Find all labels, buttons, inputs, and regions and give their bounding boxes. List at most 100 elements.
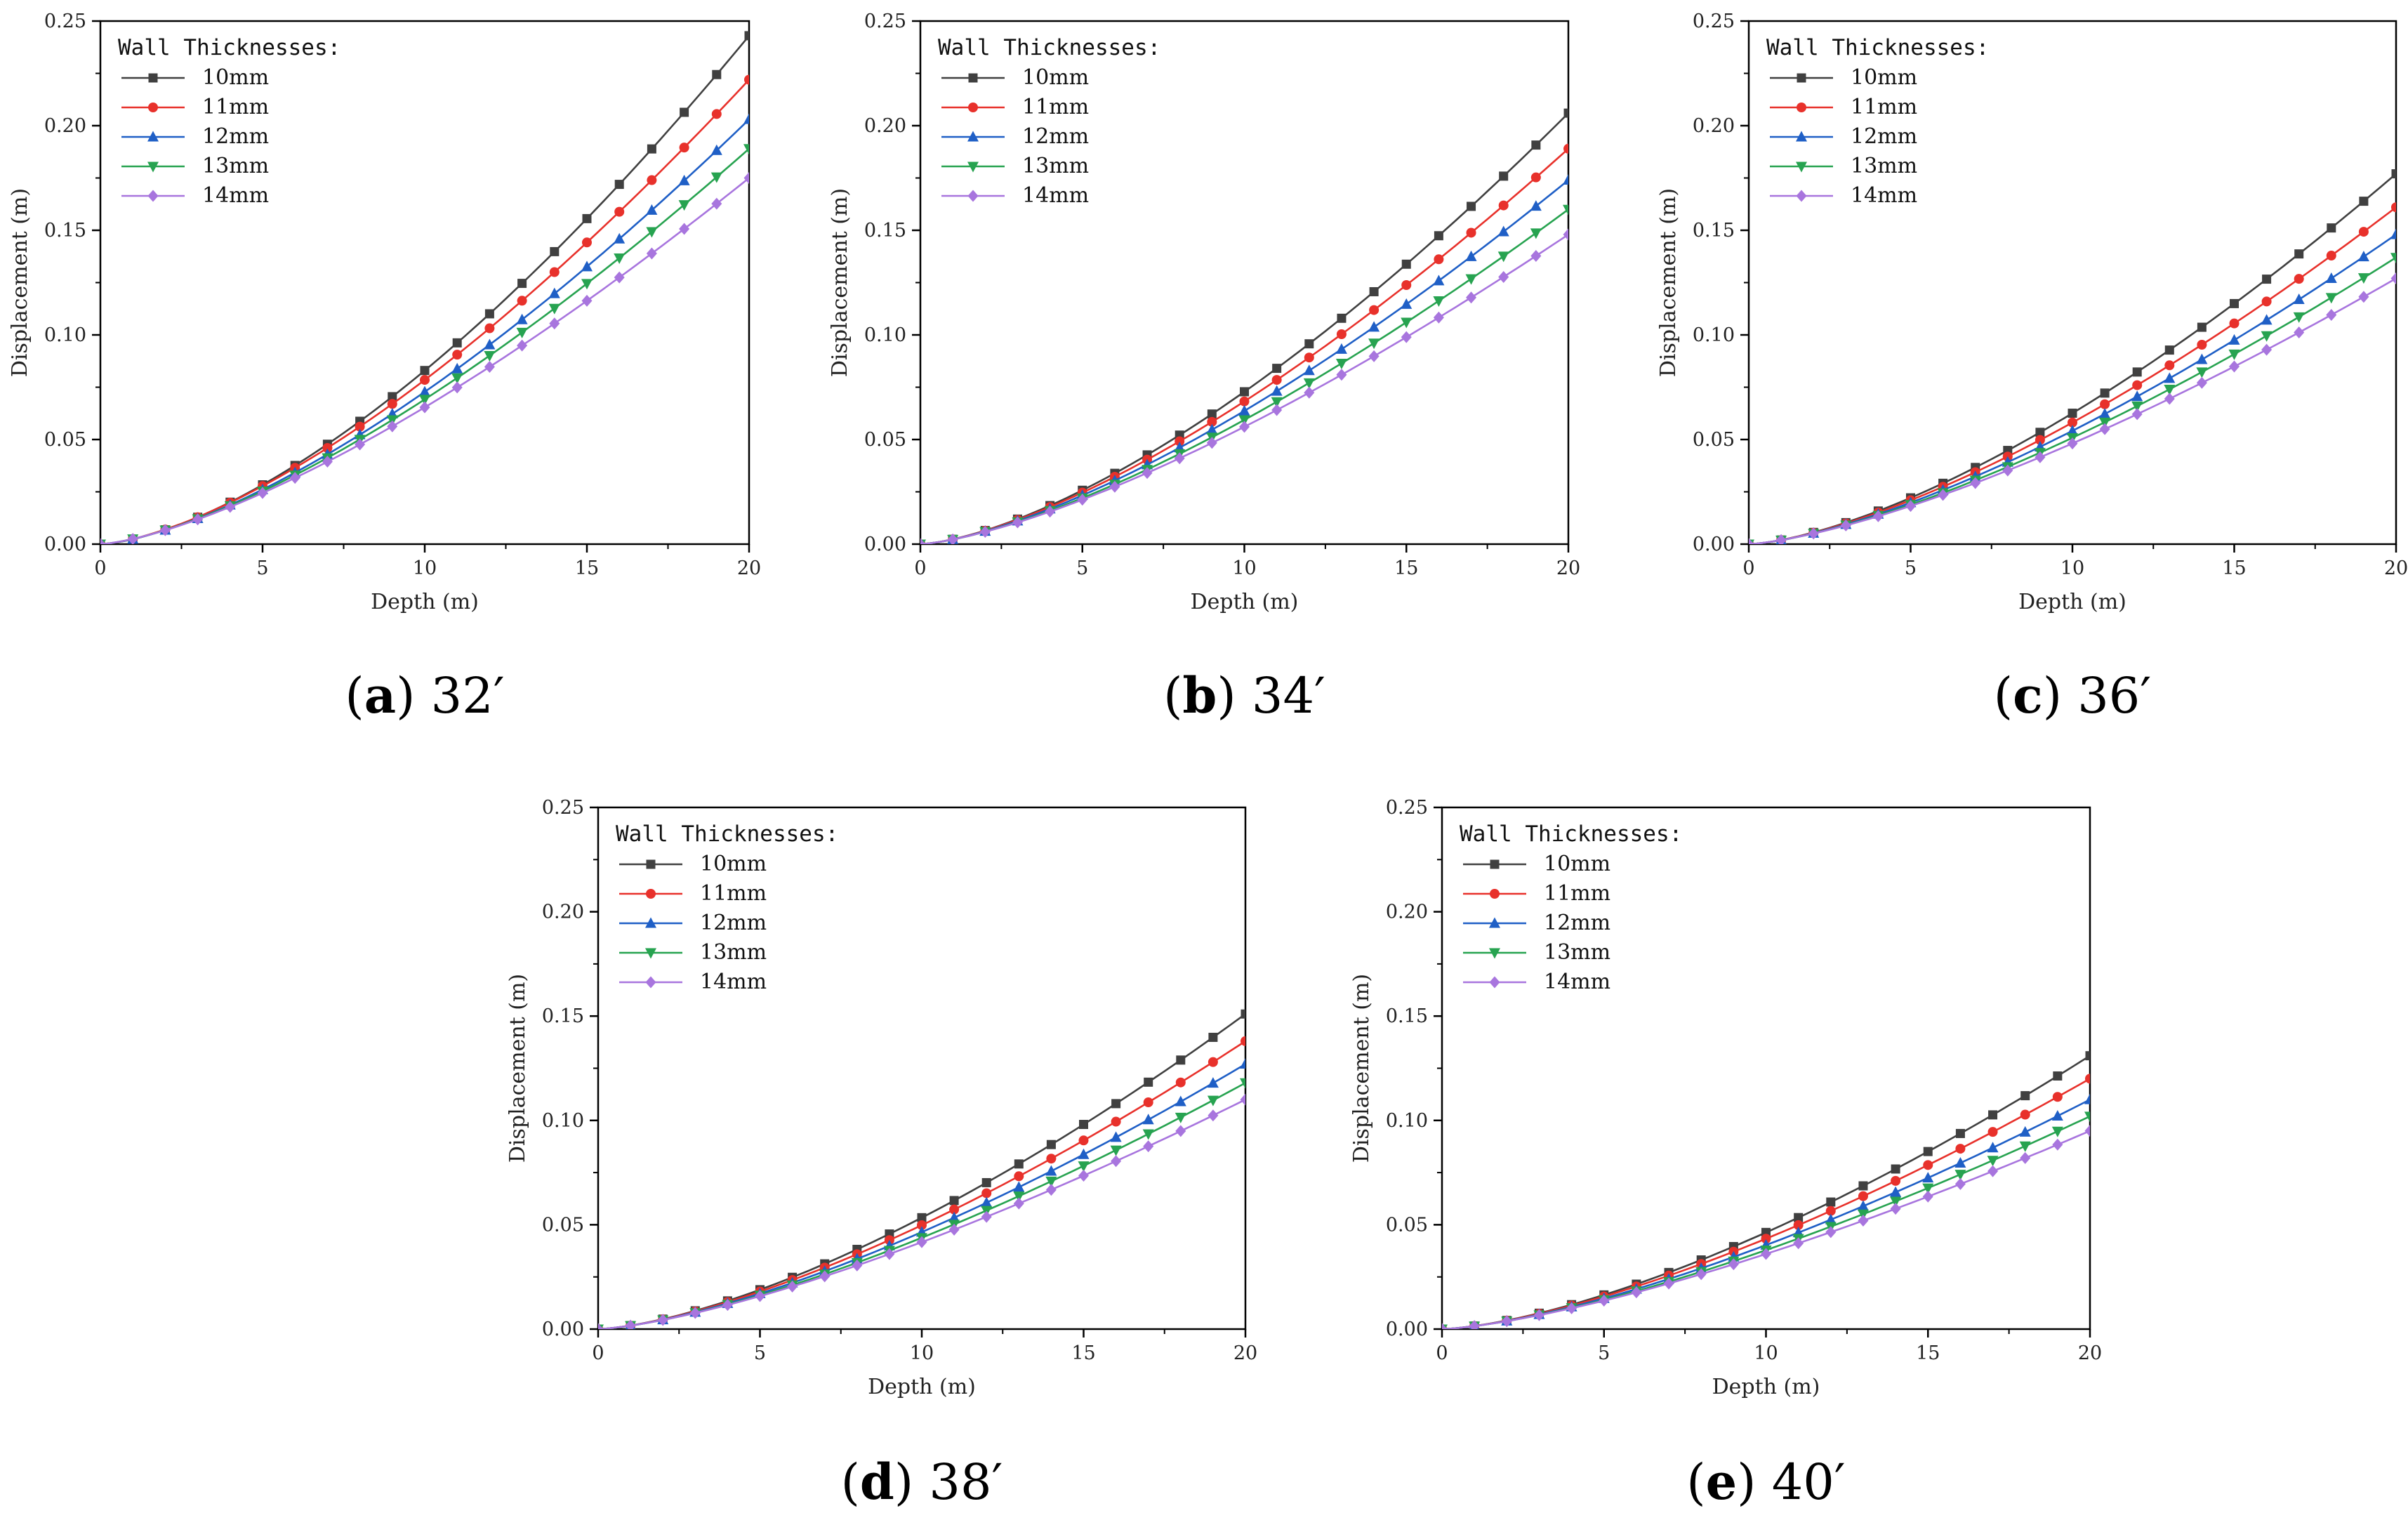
data-point	[1208, 1109, 1219, 1122]
data-point	[2326, 308, 2337, 321]
x-tick-label: 10	[1232, 557, 1256, 579]
x-tick-label: 0	[592, 1342, 604, 1364]
legend-marker-14mm	[1796, 190, 1807, 202]
data-point	[257, 487, 268, 499]
y-tick-label: 0.00	[864, 534, 906, 555]
x-tick-label: 20	[737, 557, 761, 579]
series-line-10mm	[920, 112, 1568, 544]
legend-marker-12mm	[967, 131, 979, 142]
y-tick-label: 0.20	[864, 115, 906, 137]
data-point	[614, 271, 625, 284]
data-point	[712, 70, 722, 79]
data-point	[1563, 204, 1568, 216]
x-tick-label: 10	[910, 1342, 934, 1364]
data-point	[1497, 225, 1509, 237]
data-point	[550, 246, 560, 256]
legend-label-12mm: 12mm	[1544, 911, 1610, 935]
data-point	[2164, 392, 2175, 405]
chart-panel-e: 0 5 10 15 20 0.00 0.05 0.10 0.15 0.20 0.25 Depth (m…	[1349, 797, 2102, 1511]
data-point	[1663, 1277, 1674, 1290]
data-point	[1825, 1213, 1837, 1224]
data-point	[1335, 343, 1347, 354]
x-tick-label: 5	[754, 1342, 766, 1364]
data-point	[581, 279, 593, 290]
data-point	[2100, 399, 2110, 409]
data-point	[516, 313, 528, 324]
x-tick-label: 15	[575, 557, 599, 579]
legend-label-13mm: 13mm	[202, 154, 269, 178]
panel-caption: (c) 36′	[1994, 666, 2151, 725]
data-point	[1239, 396, 1250, 407]
data-point	[2131, 408, 2143, 421]
data-point	[1303, 378, 1315, 389]
data-point	[1775, 534, 1787, 544]
data-point	[2325, 272, 2337, 283]
data-point	[1271, 385, 1283, 396]
data-point	[1433, 296, 1445, 307]
data-point	[646, 204, 658, 215]
data-point	[1498, 200, 1509, 211]
data-point	[1238, 415, 1250, 426]
data-point	[1176, 1055, 1186, 1065]
caption-letter: e	[1706, 1453, 1738, 1511]
y-axis-label: Displacement (m)	[1656, 188, 1681, 377]
caption-paren-close: )	[396, 667, 431, 725]
caption-angle: 38′	[929, 1453, 1003, 1511]
data-point	[387, 399, 397, 409]
data-point	[1840, 519, 1851, 531]
data-point	[1872, 510, 1884, 522]
data-point	[1271, 404, 1283, 416]
data-point	[1825, 1226, 1837, 1239]
data-point	[1858, 1181, 1868, 1191]
data-point	[1793, 1237, 1804, 1250]
data-point	[1175, 1112, 1186, 1123]
data-point	[2390, 228, 2396, 239]
data-point	[1208, 1057, 1218, 1067]
legend-marker-10mm	[968, 73, 978, 83]
x-tick-label: 0	[1742, 557, 1754, 579]
data-point	[1369, 286, 1379, 296]
legend-title: Wall Thicknesses:	[616, 821, 838, 847]
data-point	[1014, 1159, 1024, 1169]
data-point	[917, 1220, 927, 1230]
data-point	[1240, 387, 1249, 397]
y-tick-label: 0.20	[542, 902, 584, 923]
data-point	[916, 1236, 927, 1248]
data-point	[743, 113, 749, 124]
data-point	[1857, 1200, 1869, 1211]
data-point	[1954, 1156, 1966, 1168]
data-point	[192, 513, 204, 526]
data-point	[1045, 506, 1056, 518]
data-point	[2053, 1071, 2063, 1081]
data-point	[1368, 321, 1380, 332]
data-point	[1530, 250, 1542, 263]
data-point	[1954, 1170, 1966, 1181]
data-point	[2067, 425, 2078, 436]
data-point	[1891, 1164, 1900, 1174]
caption-paren-open: (	[841, 1453, 860, 1511]
chart-panel-c: 0 5 10 15 20 0.00 0.05 0.10 0.15 0.20 0.25 Depth (m…	[1656, 11, 2408, 725]
legend-label-13mm: 13mm	[1851, 154, 1917, 178]
legend: Wall Thicknesses: 10mm 11mm 12mm 13mm 14mm	[616, 821, 838, 994]
y-tick-label: 0.10	[1693, 324, 1735, 346]
series-line-10mm	[598, 1013, 1245, 1329]
x-tick-label: 10	[2060, 557, 2084, 579]
series-line-10mm	[1749, 173, 2396, 544]
caption-paren-close: )	[1737, 1453, 1772, 1511]
y-tick-label: 0.25	[864, 11, 906, 32]
data-point	[1890, 1186, 1902, 1197]
data-point	[420, 366, 430, 376]
data-point	[1110, 1131, 1122, 1142]
x-tick-label: 0	[1436, 1342, 1448, 1364]
legend-label-11mm: 11mm	[1544, 881, 1610, 906]
x-tick-label: 15	[1916, 1342, 1940, 1364]
y-tick-label: 0.00	[1693, 534, 1735, 555]
data-point	[1401, 259, 1411, 269]
legend-marker-14mm	[1489, 976, 1500, 989]
y-tick-label: 0.05	[542, 1214, 584, 1236]
data-point	[1272, 364, 1282, 374]
caption-paren-close: )	[1217, 667, 1252, 725]
data-point	[517, 339, 528, 352]
data-point	[2020, 1151, 2031, 1164]
